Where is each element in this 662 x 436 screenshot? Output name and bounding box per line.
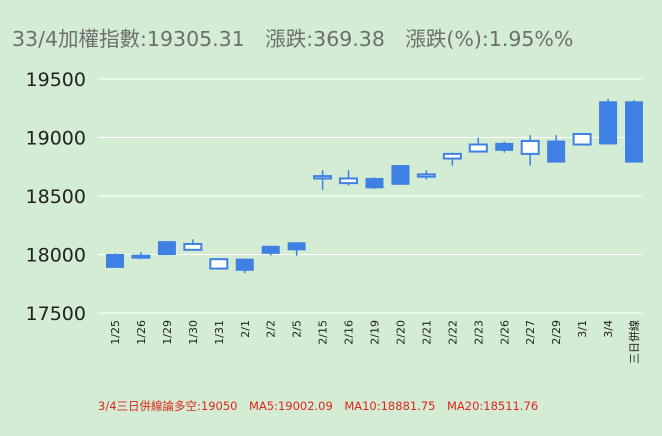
x-tick-label: 2/16 — [343, 320, 356, 345]
x-tick-label: 2/1 — [239, 320, 252, 338]
candle-body — [520, 140, 540, 155]
candle — [235, 258, 254, 274]
candle-body — [209, 258, 229, 270]
candle — [183, 239, 203, 251]
x-tick-label: 1/25 — [109, 320, 122, 345]
grid-layer — [98, 78, 642, 314]
candle-layer — [106, 98, 643, 274]
candle — [365, 177, 384, 189]
y-tick-label: 17500 — [26, 303, 86, 325]
candle — [599, 98, 618, 145]
candle-body — [495, 142, 514, 151]
x-tick-label: 2/23 — [472, 320, 485, 345]
candle — [157, 241, 176, 256]
x-tick-label: 三日併線 — [627, 320, 641, 364]
x-tick-label: 3/4 — [602, 320, 615, 338]
x-tick-label: 2/21 — [420, 320, 433, 345]
candle-body — [468, 143, 488, 153]
candle — [391, 165, 410, 185]
candle-body — [442, 152, 462, 160]
candle-body — [416, 173, 436, 178]
candle — [287, 242, 306, 256]
candle-body — [625, 101, 643, 163]
candle-body — [235, 258, 254, 271]
x-tick-label: 1/30 — [187, 320, 200, 345]
candle-body — [365, 177, 384, 189]
candle — [625, 100, 643, 163]
candle-body — [599, 101, 618, 145]
x-tick-label: 2/22 — [446, 320, 459, 345]
candle-body — [157, 241, 176, 256]
candle — [106, 253, 124, 268]
candle — [209, 258, 229, 270]
candle — [339, 170, 359, 186]
candle-body — [547, 140, 566, 163]
candle — [495, 141, 514, 153]
candle — [416, 170, 436, 180]
candle — [520, 135, 540, 166]
candle — [468, 137, 488, 153]
x-tick-label: 1/29 — [161, 320, 174, 345]
candle-body — [106, 254, 124, 268]
x-tick-label: 3/1 — [576, 320, 589, 338]
y-axis-tick-labels: 17500 18000 18500 19000 19500 — [26, 69, 86, 325]
y-tick-label: 18500 — [26, 186, 86, 208]
candle — [261, 245, 280, 256]
candle-body — [572, 132, 592, 146]
candle — [313, 170, 333, 191]
candle-body — [339, 177, 359, 185]
x-tick-label: 1/31 — [213, 320, 226, 345]
x-tick-label: 2/5 — [291, 320, 304, 338]
candle — [572, 132, 592, 146]
x-tick-label: 2/27 — [524, 320, 537, 345]
candle — [547, 135, 566, 163]
candle-body — [261, 245, 280, 254]
y-tick-label: 18000 — [26, 245, 86, 267]
candle — [131, 252, 151, 260]
candle-body — [131, 254, 151, 259]
x-tick-label: 1/26 — [135, 320, 148, 345]
candle — [442, 152, 462, 166]
candle-body — [287, 242, 306, 251]
x-tick-label: 2/20 — [394, 320, 407, 345]
x-tick-label: 2/19 — [369, 320, 382, 345]
x-tick-label: 2/15 — [317, 320, 330, 345]
y-tick-label: 19000 — [26, 128, 86, 150]
chart-footer-summary: 3/4三日併線論多空:19050 MA5:19002.09 MA10:18881… — [98, 399, 538, 413]
x-tick-label: 2/26 — [498, 320, 511, 345]
candle-body — [183, 242, 203, 251]
candle-body — [313, 175, 333, 180]
x-axis-tick-labels: 1/25 1/26 1/29 1/30 1/31 2/1 2/2 2/5 2/15 2/16 2/1… — [109, 320, 641, 364]
x-tick-label: 2/2 — [265, 320, 278, 338]
y-tick-label: 19500 — [26, 69, 86, 91]
candle-body — [391, 165, 410, 185]
chart-title: 33/4加權指數:19305.31 漲跌:369.38 漲跌(%):1.95%% — [12, 27, 573, 51]
x-tick-label: 2/29 — [550, 320, 563, 345]
